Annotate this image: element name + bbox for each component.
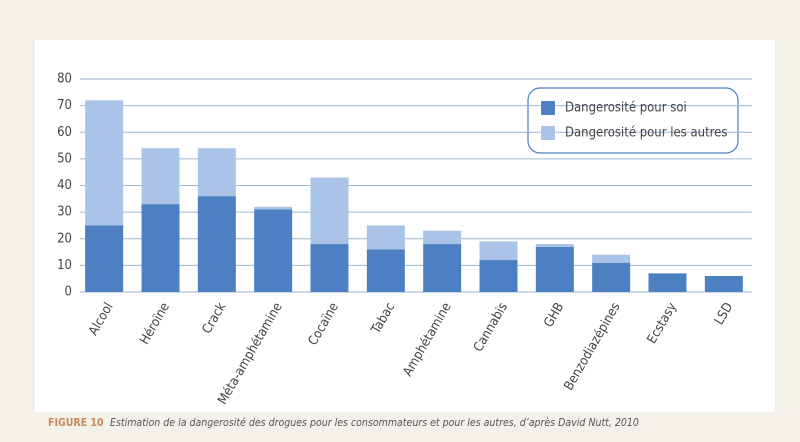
bar-segment bbox=[704, 276, 743, 292]
bar-segment bbox=[254, 209, 293, 292]
bar-segment bbox=[141, 148, 180, 205]
bar-segment bbox=[85, 100, 124, 226]
y-tick-label: 10 bbox=[57, 258, 72, 273]
bar-segment bbox=[85, 225, 124, 292]
bar-segment bbox=[366, 225, 405, 250]
y-tick-label: 70 bbox=[57, 98, 72, 113]
caption-label: FIGURE 10 bbox=[48, 417, 104, 429]
bar-segment bbox=[141, 204, 180, 292]
bar-segment bbox=[592, 262, 631, 292]
bar-segment bbox=[535, 244, 574, 247]
bar-segment bbox=[648, 273, 687, 292]
y-tick-label: 60 bbox=[57, 125, 72, 140]
bar-segment bbox=[535, 246, 574, 292]
bar-segment bbox=[310, 177, 349, 245]
y-tick-label: 30 bbox=[57, 205, 72, 220]
y-tick-label: 40 bbox=[57, 178, 72, 193]
caption-text: Estimation de la dangerosité des drogues… bbox=[110, 417, 639, 429]
y-tick-label: 0 bbox=[65, 285, 72, 300]
legend-box bbox=[527, 87, 739, 154]
bar-segment bbox=[197, 148, 236, 197]
y-tick-label: 50 bbox=[57, 151, 72, 166]
y-tick-label: 80 bbox=[57, 72, 72, 87]
legend-swatch bbox=[541, 101, 555, 115]
legend-label: Dangerosité pour soi bbox=[565, 101, 687, 116]
y-tick-label: 20 bbox=[57, 231, 72, 246]
bar-segment bbox=[197, 196, 236, 292]
legend-label: Dangerosité pour les autres bbox=[565, 126, 727, 141]
bar-segment bbox=[423, 230, 462, 245]
bar-segment bbox=[479, 260, 518, 292]
legend-swatch bbox=[541, 126, 555, 140]
bar-segment bbox=[479, 241, 518, 261]
bar-segment bbox=[366, 249, 405, 292]
bar-segment bbox=[592, 254, 631, 263]
bar-segment bbox=[310, 244, 349, 292]
bar-segment bbox=[254, 206, 293, 210]
bar-segment bbox=[423, 244, 462, 292]
